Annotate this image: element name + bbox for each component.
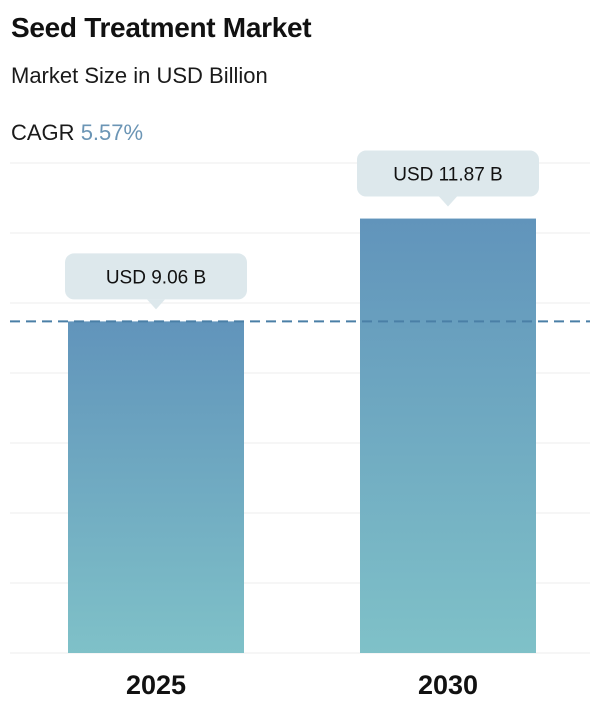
bar-2030 [360, 218, 536, 654]
chart-subtitle: Market Size in USD Billion [11, 63, 268, 88]
data-label-2025: USD 9.06 B [65, 253, 247, 310]
chart-title: Seed Treatment Market [11, 12, 312, 43]
bar-2025 [68, 321, 244, 653]
cagr-line: CAGR 5.57% [11, 120, 143, 146]
cagr-label: CAGR [11, 120, 75, 145]
data-label-bubble [357, 150, 539, 197]
cagr-value: 5.57% [80, 120, 144, 145]
data-label-pointer [147, 299, 165, 310]
data-labels: USD 9.06 B USD 11.87 B [65, 150, 539, 310]
data-label-text: USD 11.87 B [393, 165, 502, 186]
data-label-text: USD 9.06 B [106, 267, 206, 288]
data-label-bubble [65, 253, 247, 300]
bars [68, 218, 536, 654]
x-axis-ticks: 2025 2030 [126, 670, 478, 700]
x-tick-label-2030: 2030 [418, 670, 478, 700]
x-tick-label-2025: 2025 [126, 670, 186, 700]
data-label-2030: USD 11.87 B [357, 150, 539, 207]
data-label-pointer [439, 196, 457, 207]
